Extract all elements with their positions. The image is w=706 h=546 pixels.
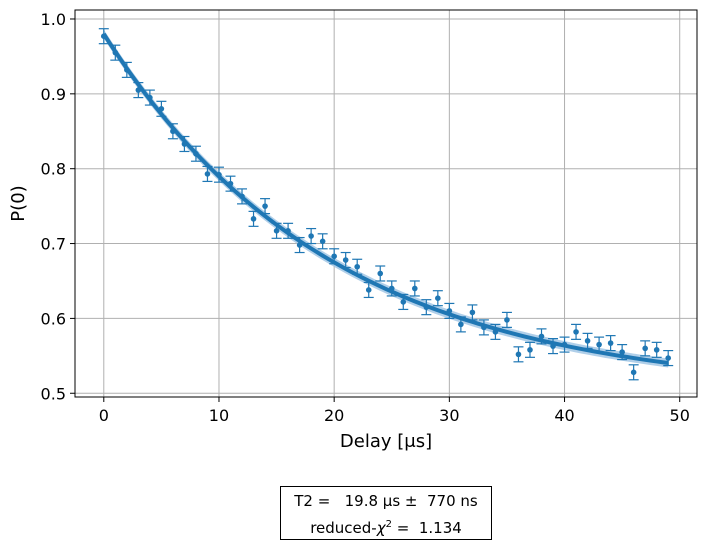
fit-confidence-band (103, 29, 669, 368)
fit-line (102, 32, 669, 365)
y-tick-label: 0.7 (41, 235, 66, 254)
data-point (250, 216, 257, 222)
x-tick-label: 10 (209, 406, 229, 425)
data-point (619, 349, 625, 355)
plot-frame (74, 9, 698, 398)
y-tick-label: 0.5 (41, 384, 66, 403)
data-point (504, 317, 510, 323)
x-tick-label: 20 (324, 406, 344, 425)
data-point (365, 287, 372, 293)
chi-symbol: χ (376, 519, 386, 537)
data-point (584, 338, 591, 344)
t2-result: T2 = 19.8 μs ± 770 ns (294, 492, 478, 510)
data-point (561, 341, 568, 348)
data-point (342, 257, 349, 263)
x-tick-label: 50 (670, 406, 690, 425)
chi-prefix: reduced- (310, 519, 377, 537)
data-point (458, 321, 464, 328)
y-tick-label: 0.8 (41, 160, 66, 179)
x-tick-label: 0 (99, 406, 109, 425)
fit-result-box: T2 = 19.8 μs ± 770 ns reduced-χ2 = 1.134 (280, 486, 492, 540)
data-point (550, 343, 556, 349)
data-point (354, 263, 361, 270)
data-point (262, 203, 268, 209)
data-point (665, 355, 672, 361)
fit-band-area (103, 29, 669, 368)
data-point (481, 324, 487, 331)
data-point (181, 141, 188, 147)
data-points (100, 33, 672, 376)
data-point (573, 329, 579, 335)
data-point (377, 270, 384, 277)
data-point (319, 238, 326, 245)
data-point (400, 299, 407, 305)
data-point (388, 285, 395, 292)
data-point (204, 171, 211, 177)
data-point (446, 308, 453, 314)
data-point (411, 285, 418, 292)
data-point (239, 193, 245, 200)
data-point (469, 309, 476, 316)
data-point (100, 33, 107, 39)
data-point (492, 329, 499, 335)
data-point (607, 340, 614, 346)
data-point (193, 150, 199, 157)
data-point (630, 369, 637, 376)
data-point (435, 295, 441, 301)
data-point (227, 180, 234, 187)
y-tick-label: 0.6 (41, 309, 66, 328)
fit-curve (102, 32, 669, 365)
data-point (538, 333, 545, 340)
data-point (158, 106, 165, 112)
data-point (423, 304, 430, 310)
data-point (273, 228, 280, 234)
data-point (147, 94, 153, 101)
chi-value: = 1.134 (391, 519, 462, 537)
data-point (170, 128, 176, 135)
error-bars (98, 28, 674, 381)
x-axis-label: Delay [μs] (340, 431, 432, 452)
data-point (296, 242, 303, 248)
data-point (642, 345, 648, 352)
data-point (331, 253, 337, 260)
data-point (515, 351, 522, 358)
x-tick-label: 30 (439, 406, 459, 425)
chi-superscript: 2 (385, 519, 392, 530)
data-point (527, 347, 533, 353)
reduced-chi-squared: reduced-χ2 = 1.134 (281, 513, 491, 540)
data-point (124, 67, 130, 73)
data-point (308, 233, 314, 239)
y-axis-label: P(0) (8, 185, 29, 221)
axis-ticks: 0 10 20 30 40 50 0.5 0.6 0.7 0.8 0.9 1.0 (41, 10, 690, 425)
data-point (216, 171, 222, 178)
data-point (285, 228, 291, 234)
y-tick-label: 1.0 (41, 10, 66, 29)
data-point (653, 347, 660, 353)
grid-lines (75, 10, 697, 397)
data-point (135, 87, 142, 93)
data-point (596, 341, 602, 348)
data-point (112, 49, 119, 56)
y-tick-label: 0.9 (41, 85, 66, 104)
x-tick-label: 40 (554, 406, 574, 425)
